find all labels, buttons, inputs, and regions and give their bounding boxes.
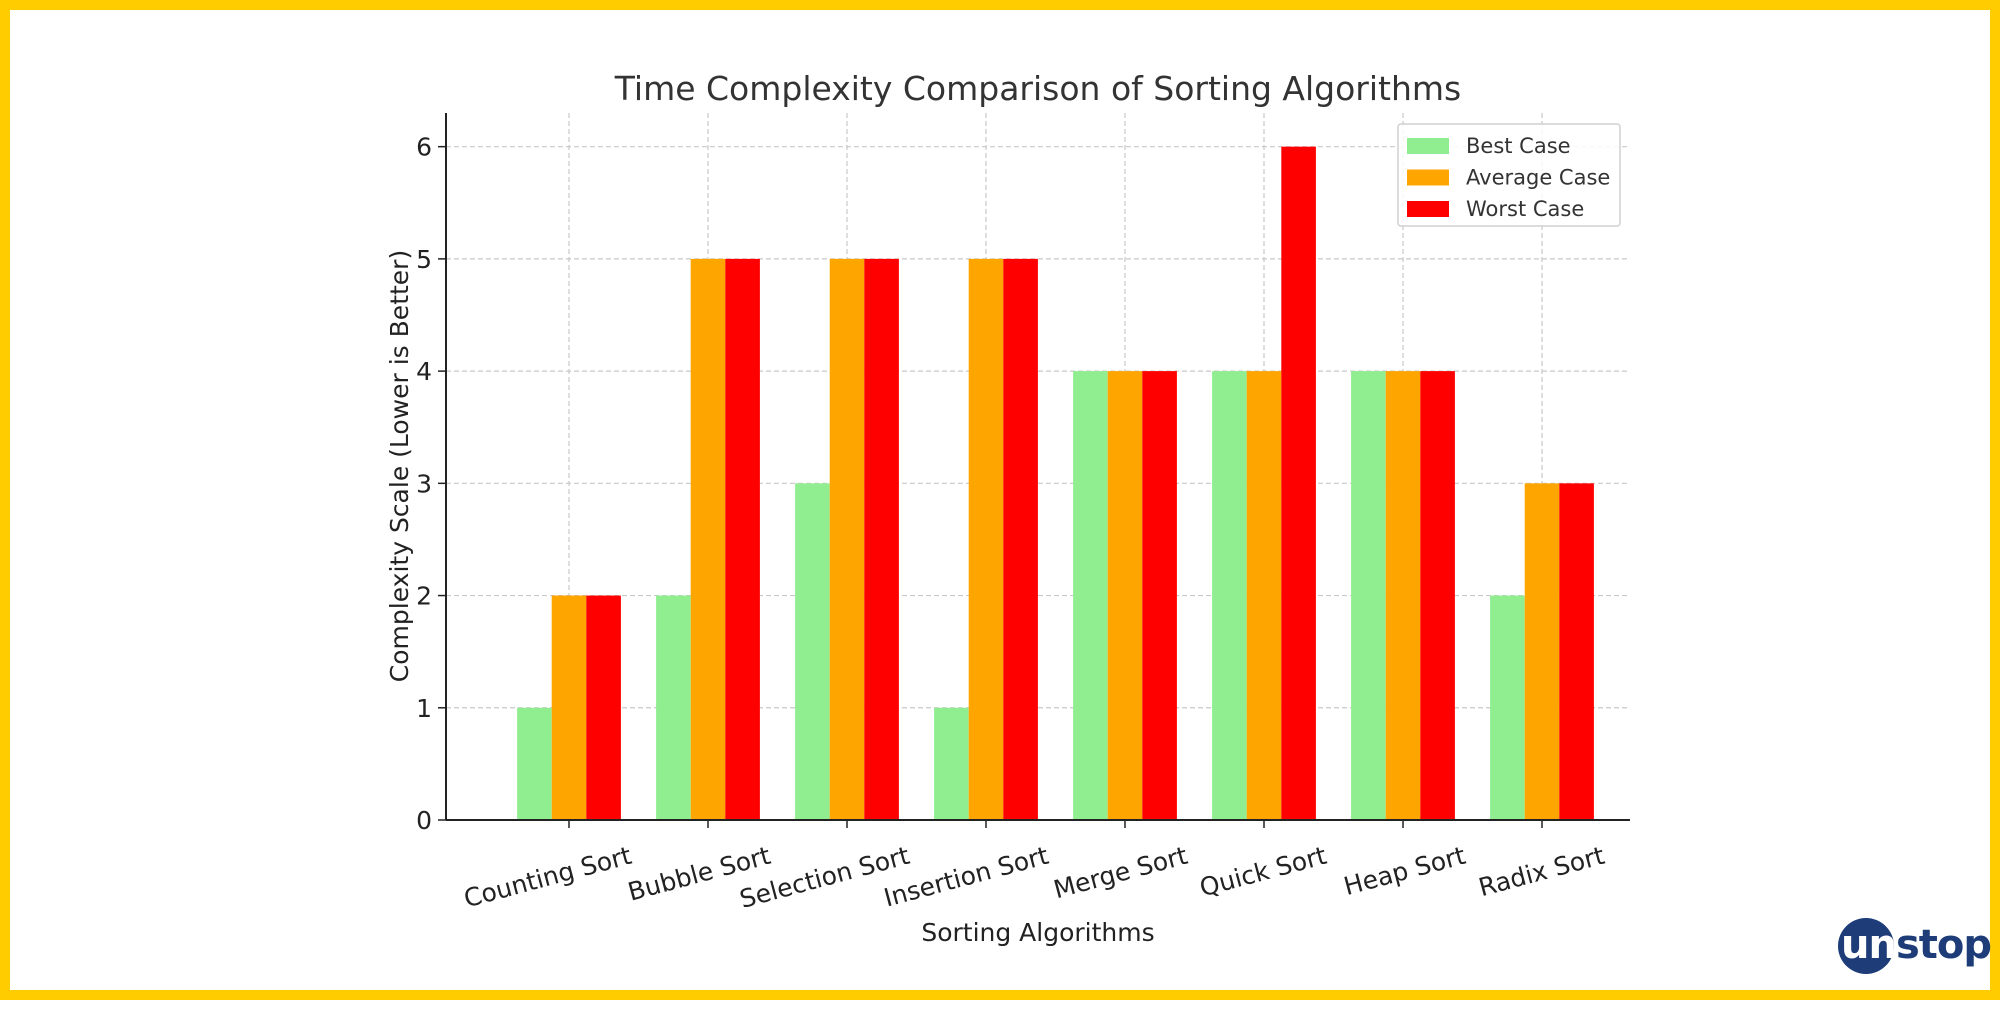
logo-text-part1: un — [1841, 922, 1897, 968]
y-tick-label: 2 — [416, 582, 432, 611]
legend-box — [1397, 123, 1621, 227]
x-axis-title: Sorting Algorithms — [921, 918, 1154, 947]
bar-worst-case — [1420, 371, 1455, 820]
bar-average-case — [1385, 371, 1421, 820]
bar-average-case — [1107, 371, 1143, 820]
y-tick-label: 3 — [416, 469, 432, 498]
logo-text-part2: stop — [1895, 922, 1992, 968]
chart-title: Time Complexity Comparison of Sorting Al… — [614, 69, 1461, 108]
x-tick-label: Heap Sort — [1341, 841, 1469, 901]
bar-worst-case — [586, 595, 621, 820]
x-tick-label: Merge Sort — [1050, 841, 1190, 905]
bar-worst-case — [1281, 146, 1316, 820]
bar-best-case — [656, 595, 691, 820]
bar-average-case — [829, 258, 865, 820]
x-tick-label: Radix Sort — [1475, 841, 1607, 902]
legend-swatch — [1407, 169, 1449, 186]
bar-best-case — [1073, 371, 1108, 820]
bar-worst-case — [725, 258, 760, 820]
bar-average-case — [690, 258, 726, 820]
bar-average-case — [968, 258, 1004, 820]
legend-label: Worst Case — [1466, 197, 1584, 221]
bar-best-case — [1212, 371, 1247, 820]
y-tick-label: 5 — [416, 245, 432, 274]
bar-average-case — [1524, 483, 1560, 820]
bar-average-case — [551, 595, 587, 820]
bar-worst-case — [1142, 371, 1177, 820]
y-tick-label: 1 — [416, 694, 432, 723]
legend-label: Best Case — [1466, 134, 1571, 158]
bar-best-case — [1490, 595, 1525, 820]
x-tick-label: Quick Sort — [1197, 841, 1330, 903]
unstop-logo: unstop — [1838, 918, 1992, 976]
legend-swatch — [1407, 138, 1449, 154]
bar-worst-case — [864, 258, 899, 820]
x-tick-label: Counting Sort — [461, 841, 635, 914]
legend-swatch — [1407, 201, 1449, 217]
y-tick-label: 4 — [416, 357, 432, 386]
bar-best-case — [1351, 371, 1386, 820]
bar-average-case — [1246, 371, 1282, 820]
bar-best-case — [795, 483, 830, 820]
y-tick-label: 0 — [416, 806, 432, 835]
logo-text: unstop — [1841, 918, 1992, 974]
bar-worst-case — [1003, 258, 1038, 820]
legend-label: Average Case — [1466, 166, 1610, 190]
y-tick-label: 6 — [416, 133, 432, 162]
bar-worst-case — [1559, 483, 1594, 820]
y-axis-title: Complexity Scale (Lower is Better) — [385, 250, 414, 682]
logo-circle-icon — [1838, 918, 1894, 974]
bar-best-case — [934, 707, 969, 820]
bar-best-case — [517, 707, 552, 820]
